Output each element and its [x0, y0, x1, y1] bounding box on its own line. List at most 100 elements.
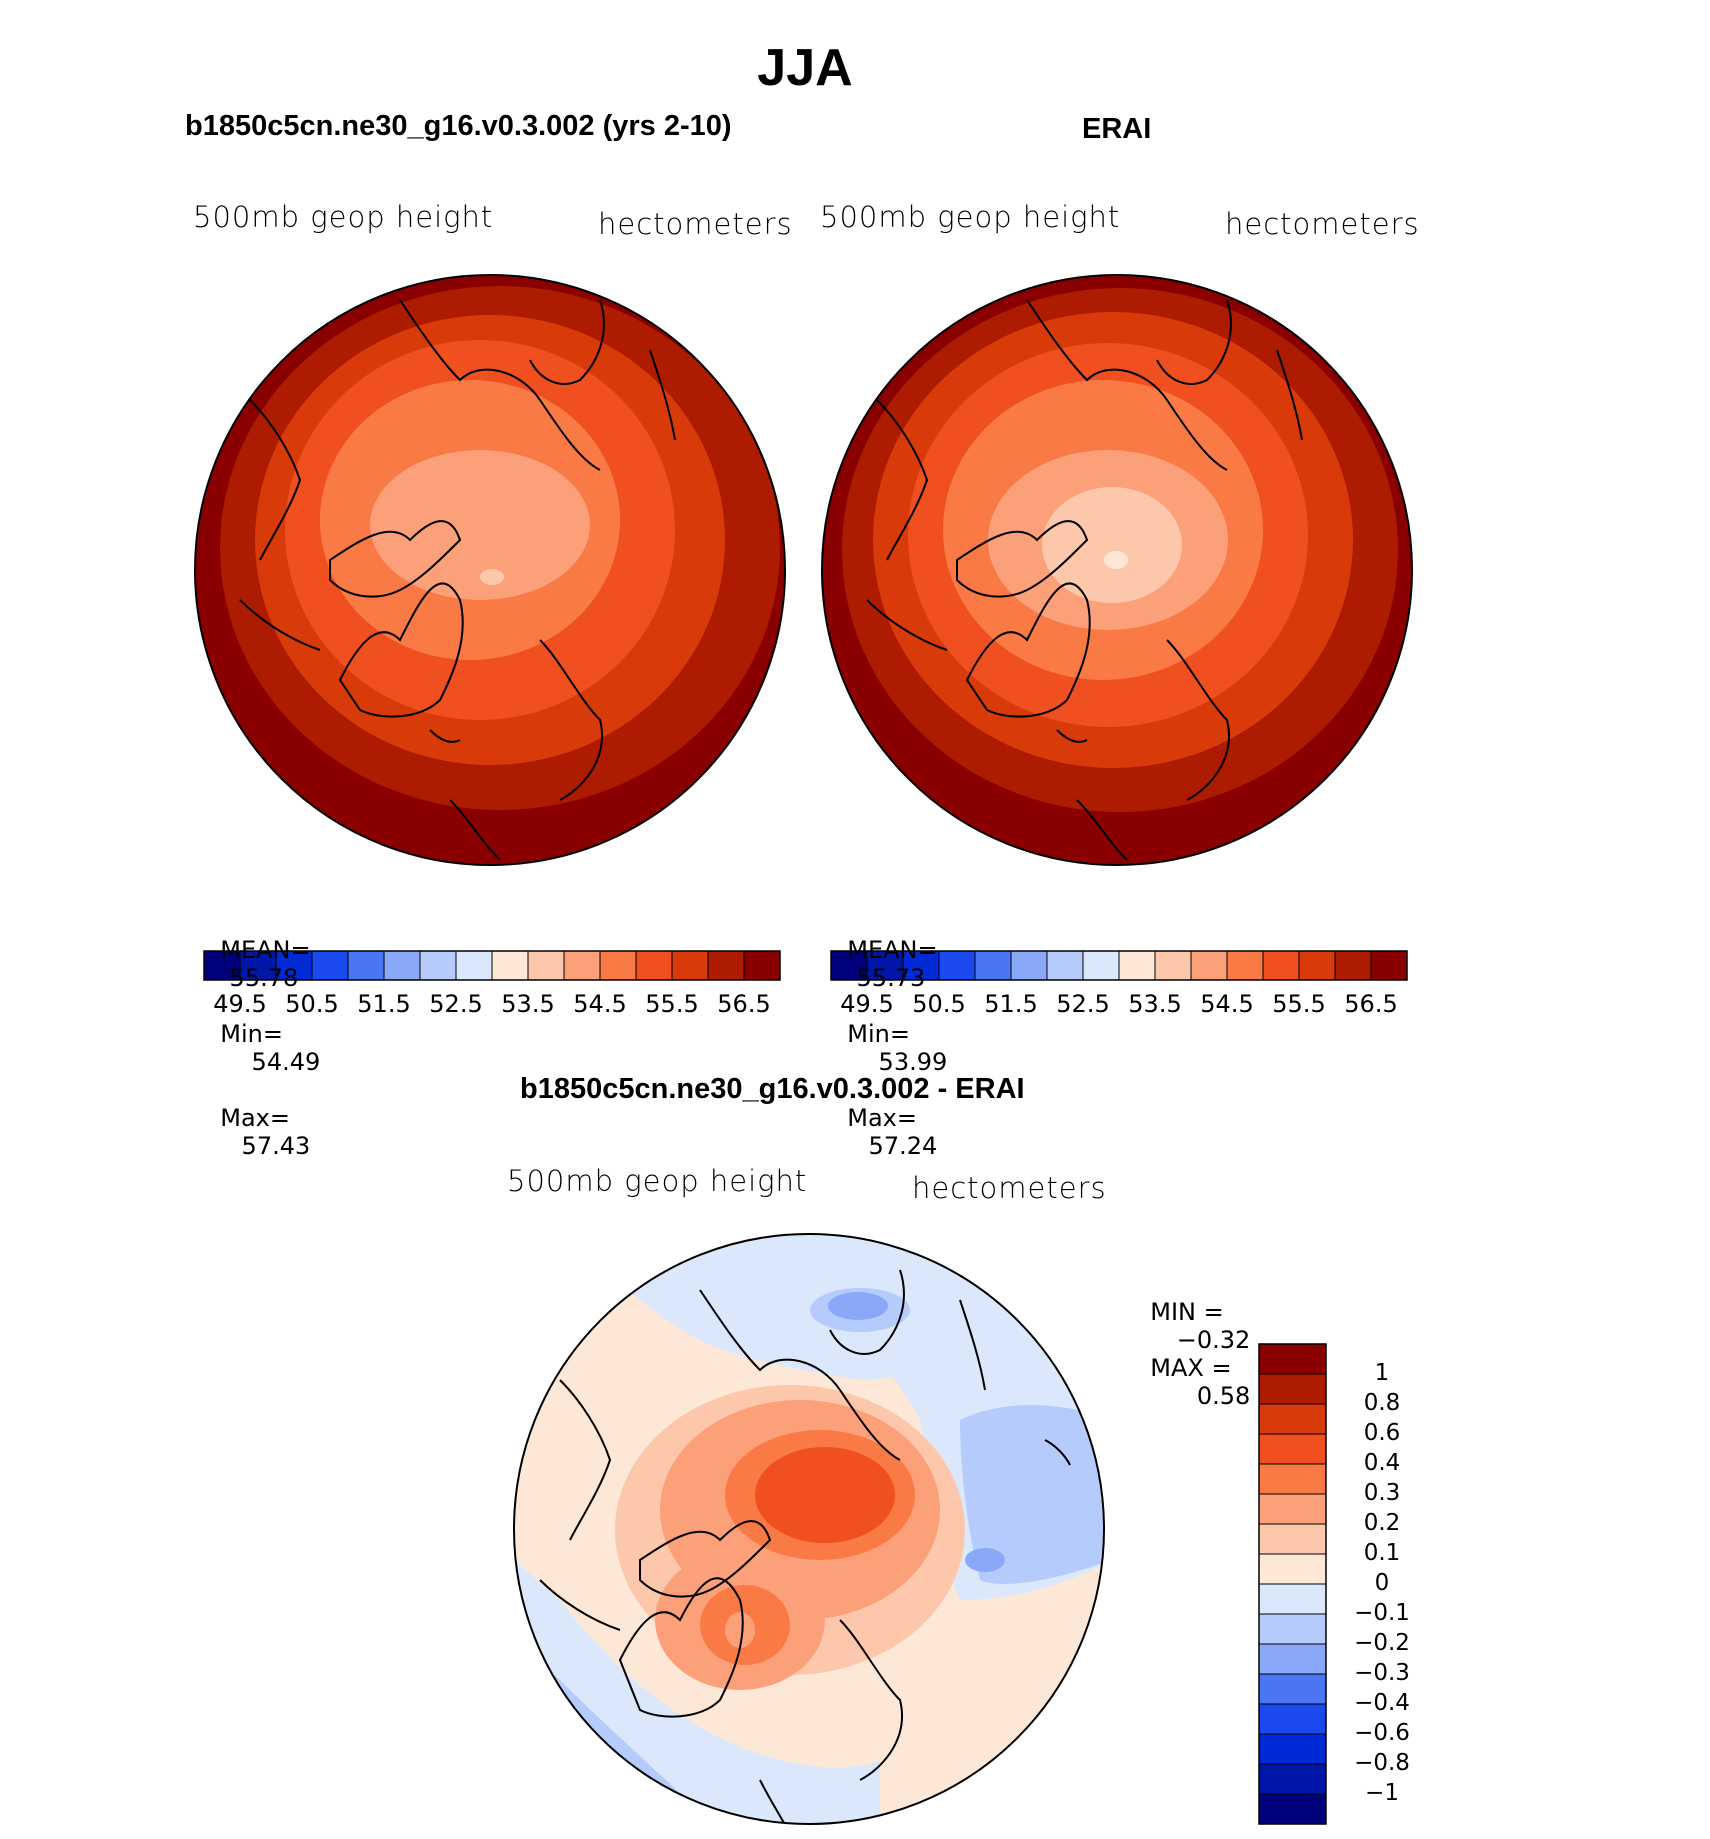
model-colorbar-tick-label: 50.5	[285, 990, 339, 1018]
diff-colorbar-swatch	[1258, 1523, 1327, 1555]
obs-colorbar-swatch	[974, 950, 1012, 981]
obs-colorbar-tick-label: 54.5	[1200, 990, 1254, 1018]
model-colorbar-swatch	[455, 950, 493, 981]
obs-colorbar-swatch	[1190, 950, 1228, 981]
model-colorbar-tick-label: 54.5	[573, 990, 627, 1018]
model-units-label: hectometers	[598, 207, 793, 241]
obs-max-value: 57.24	[868, 1132, 938, 1160]
model-mean-label: MEAN=	[220, 936, 311, 964]
model-colorbar-tick-label: 56.5	[717, 990, 771, 1018]
diff-colorbar-label: −1	[1365, 1780, 1399, 1806]
model-colorbar-swatch	[563, 950, 601, 981]
obs-colorbar-ticks: 49.5 50.5 51.5 52.5 53.5 54.5 55.5 56.5	[0, 990, 1710, 1020]
obs-colorbar-tick-label: 51.5	[984, 990, 1038, 1018]
diff-colorbar-swatch	[1258, 1463, 1327, 1495]
model-max-value: 57.43	[241, 1132, 311, 1160]
obs-colorbar-tick-label: 50.5	[912, 990, 966, 1018]
diff-colorbar-label: −0.3	[1354, 1660, 1410, 1686]
diff-colorbar-label: −0.1	[1354, 1600, 1410, 1626]
obs-colorbar-tick-label: 52.5	[1056, 990, 1110, 1018]
obs-colorbar	[830, 950, 1408, 981]
model-colorbar-swatch	[275, 950, 313, 981]
obs-units-label: hectometers	[1225, 207, 1420, 241]
diff-colorbar-swatch	[1258, 1343, 1327, 1375]
diff-colorbar	[1258, 1343, 1327, 1825]
diff-colorbar-swatch	[1258, 1583, 1327, 1615]
diff-colorbar-label: −0.8	[1354, 1750, 1410, 1776]
diff-colorbar-swatch	[1258, 1673, 1327, 1705]
model-colorbar-swatch	[707, 950, 745, 981]
model-panel-title: b1850c5cn.ne30_g16.v0.3.002 (yrs 2-10)	[185, 110, 732, 142]
obs-colorbar-swatch	[1334, 950, 1372, 981]
model-colorbar-tick-label: 53.5	[501, 990, 555, 1018]
obs-colorbar-tick-label: 56.5	[1344, 990, 1398, 1018]
obs-variable-label: 500mb geop height	[820, 200, 1121, 234]
model-colorbar-tick-label: 52.5	[429, 990, 483, 1018]
model-colorbar-swatch	[527, 950, 565, 981]
diff-units-label: hectometers	[912, 1171, 1107, 1205]
model-colorbar-swatch	[635, 950, 673, 981]
model-colorbar-swatch	[599, 950, 637, 981]
model-max-label: Max=	[220, 1104, 290, 1132]
diff-colorbar-label: −0.2	[1354, 1630, 1410, 1656]
diff-colorbar-swatch	[1258, 1493, 1327, 1525]
obs-colorbar-swatch	[1046, 950, 1084, 981]
diff-colorbar-swatch	[1258, 1433, 1327, 1465]
model-colorbar-swatch	[383, 950, 421, 981]
diff-min-label: MIN =	[1150, 1298, 1224, 1326]
obs-colorbar-swatch	[866, 950, 904, 981]
diff-panel-title: b1850c5cn.ne30_g16.v0.3.002 - ERAI	[520, 1073, 1025, 1105]
model-mean-value: 55.78	[229, 964, 299, 992]
diff-colorbar-label: 0.2	[1363, 1510, 1401, 1536]
model-colorbar-swatch	[347, 950, 385, 981]
obs-colorbar-swatch	[1010, 950, 1048, 981]
obs-mean-value: 55.73	[856, 964, 926, 992]
diff-colorbar-swatch	[1258, 1643, 1327, 1675]
obs-colorbar-swatch	[1226, 950, 1264, 981]
model-stats: MEAN= 55.78 Min= 54.49 Max= 57.43	[205, 908, 320, 1160]
model-colorbar-swatch	[491, 950, 529, 981]
diff-colorbar-label: 0	[1374, 1570, 1390, 1596]
obs-colorbar-swatch	[1154, 950, 1192, 981]
model-colorbar-tick-label: 49.5	[213, 990, 267, 1018]
diff-min-value: −0.32	[1176, 1326, 1251, 1354]
diff-colorbar-swatch	[1258, 1403, 1327, 1435]
model-colorbar-swatch	[419, 950, 457, 981]
obs-colorbar-swatch	[1118, 950, 1156, 981]
obs-colorbar-swatch	[1298, 950, 1336, 981]
model-colorbar	[203, 950, 781, 981]
obs-colorbar-tick-label: 49.5	[840, 990, 894, 1018]
diff-colorbar-label: −0.6	[1354, 1720, 1410, 1746]
model-colorbar-swatch	[671, 950, 709, 981]
diff-colorbar-label: 0.6	[1363, 1420, 1401, 1446]
diff-colorbar-label: −0.4	[1354, 1690, 1410, 1716]
diff-colorbar-swatch	[1258, 1553, 1327, 1585]
obs-colorbar-swatch	[1262, 950, 1300, 981]
diff-max-value: 0.58	[1196, 1382, 1251, 1410]
diff-colorbar-swatch	[1258, 1613, 1327, 1645]
obs-colorbar-swatch	[938, 950, 976, 981]
diff-colorbar-swatches	[1258, 1343, 1327, 1825]
obs-min-label: Min=	[847, 1020, 910, 1048]
model-variable-label: 500mb geop height	[193, 200, 494, 234]
diff-colorbar-swatch	[1258, 1703, 1327, 1735]
obs-colorbar-tick-label: 55.5	[1272, 990, 1326, 1018]
model-colorbar-swatches	[203, 950, 781, 981]
obs-min-value: 53.99	[878, 1048, 948, 1076]
obs-mean-label: MEAN=	[847, 936, 938, 964]
model-colorbar-tick-label: 51.5	[357, 990, 411, 1018]
model-map	[194, 274, 786, 866]
model-colorbar-swatch	[743, 950, 781, 981]
diff-colorbar-label: 0.3	[1363, 1480, 1401, 1506]
diff-stats: MIN = −0.32 MAX = 0.58	[1135, 1270, 1250, 1410]
diff-colorbar-label: 0.1	[1363, 1540, 1401, 1566]
diff-colorbar-swatch	[1258, 1733, 1327, 1765]
figure-title: JJA	[757, 39, 853, 97]
diff-map	[513, 1233, 1105, 1825]
diff-colorbar-label: 1	[1374, 1360, 1390, 1386]
diff-variable-label: 500mb geop height	[507, 1164, 808, 1198]
obs-panel-title: ERAI	[1082, 113, 1152, 145]
model-colorbar-ticks: 49.5 50.5 51.5 52.5 53.5 54.5 55.5 56.5	[0, 990, 1710, 1020]
diff-colorbar-label: 0.8	[1363, 1390, 1401, 1416]
